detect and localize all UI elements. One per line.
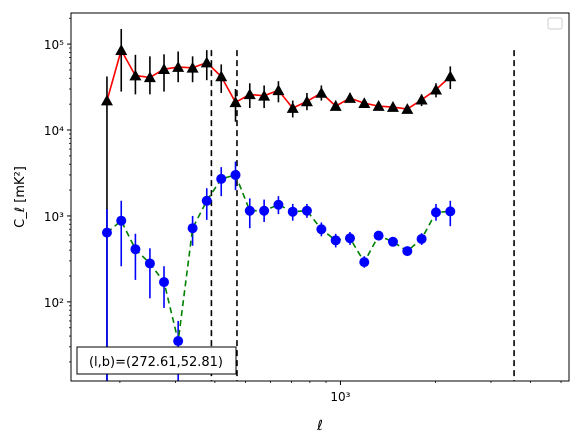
data-point-triangle (358, 97, 371, 109)
data-point-triangle (372, 100, 385, 111)
data-point-triangle (401, 103, 414, 114)
data-point-triangle (329, 100, 342, 111)
y-axis-label: C_ℓ [mK²] (13, 166, 28, 228)
x-axis: 10³ (119, 381, 562, 404)
annotation-frame (76, 346, 237, 375)
data-point-circle (244, 205, 255, 216)
data-point-triangle (300, 95, 313, 107)
axes-frame (70, 12, 570, 382)
data-point-circle (287, 206, 298, 217)
data-point-circle (101, 227, 112, 238)
legend-box (547, 17, 563, 30)
series-1 (100, 28, 457, 381)
data-point-triangle (286, 102, 299, 113)
data-point-triangle (158, 63, 171, 75)
series-2 (101, 161, 456, 381)
data-point-triangle (386, 101, 399, 112)
data-point-circle (230, 169, 241, 180)
data-point-triangle (272, 84, 285, 96)
data-point-triangle (115, 44, 128, 55)
data-point-circle (130, 244, 141, 255)
data-point-triangle (200, 56, 213, 68)
data-point-circle (430, 207, 441, 218)
plot-area (70, 12, 570, 382)
data-point-triangle (343, 92, 356, 103)
y-tick-label: 10² (44, 296, 64, 310)
data-point-circle (216, 173, 227, 184)
annotation-box: (l,b)=(272.61,52.81) (76, 346, 237, 375)
data-point-circle (344, 233, 355, 244)
data-point-circle (373, 230, 384, 241)
x-axis-label: ℓ (316, 418, 323, 434)
y-tick-label: 10³ (44, 210, 64, 224)
data-point-circle (201, 195, 212, 206)
data-point-triangle (444, 70, 457, 82)
data-point-circle (330, 235, 341, 246)
data-point-triangle (186, 61, 199, 73)
data-point-circle (173, 336, 184, 347)
data-point-circle (402, 246, 413, 257)
data-point-triangle (172, 61, 185, 72)
y-tick-label: 10⁵ (44, 38, 64, 52)
y-tick-label: 10⁴ (44, 124, 64, 138)
data-point-circle (301, 205, 312, 216)
data-point-triangle (229, 96, 242, 108)
data-point-triangle (215, 70, 228, 82)
data-point-triangle (129, 69, 142, 81)
data-point-circle (159, 277, 170, 288)
data-point-circle (416, 233, 427, 244)
data-point-circle (316, 224, 327, 235)
data-point-triangle (100, 94, 113, 106)
data-point-circle (359, 257, 370, 268)
data-point-circle (144, 258, 155, 269)
legend (547, 17, 563, 30)
data-point-circle (116, 215, 127, 226)
axes-background (71, 13, 569, 381)
data-point-triangle (258, 89, 271, 101)
data-point-circle (259, 205, 270, 216)
data-point-circle (187, 223, 198, 234)
data-point-triangle (429, 83, 442, 95)
data-point-triangle (243, 88, 256, 100)
series-layer (100, 28, 457, 381)
data-point-circle (445, 206, 456, 217)
data-point-triangle (143, 71, 156, 83)
y-axis: 10² 10³ 10⁴ 10⁵ (44, 17, 71, 363)
data-point-triangle (415, 93, 428, 105)
annotation-text: (l,b)=(272.61,52.81) (89, 355, 223, 370)
data-point-circle (387, 236, 398, 247)
data-point-triangle (315, 86, 328, 98)
data-point-circle (273, 199, 284, 210)
x-tick-label: 10³ (330, 390, 350, 404)
